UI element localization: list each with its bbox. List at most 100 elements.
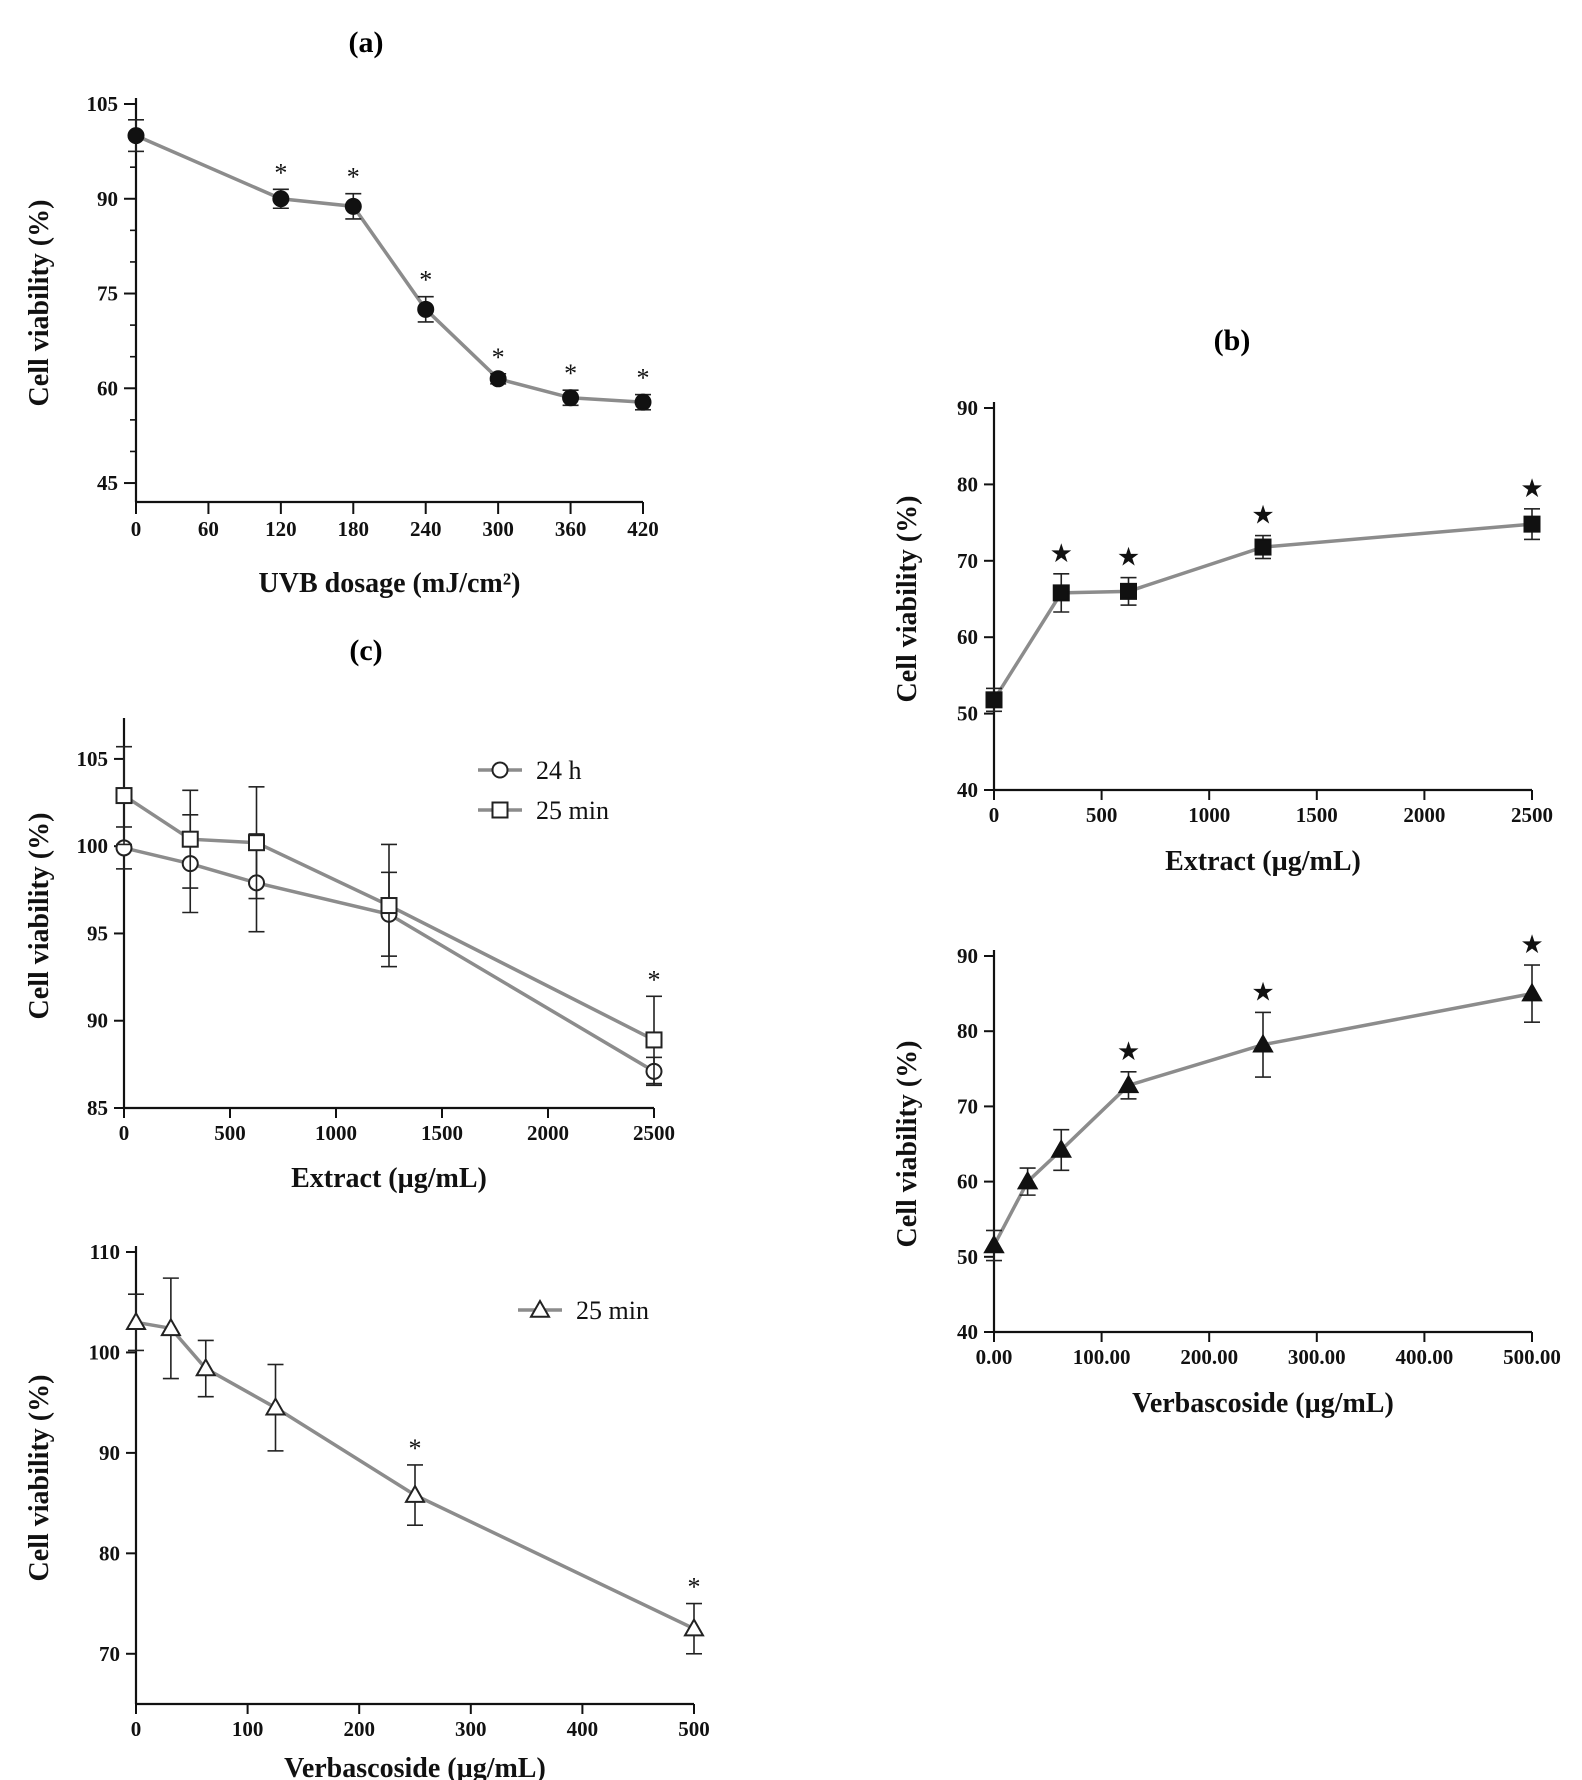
y-tick-label: 40 (957, 778, 978, 802)
data-point (489, 370, 507, 388)
significance-marker: ★ (1520, 930, 1543, 960)
y-axis-title: Cell viability (%) (24, 1375, 55, 1582)
significance-marker: ★ (1117, 1037, 1140, 1067)
x-tick-label: 500 (678, 1717, 710, 1741)
x-tick-label: 100.00 (1073, 1345, 1131, 1369)
data-point (160, 1317, 182, 1337)
data-point (645, 1031, 663, 1049)
significance-marker: ★ (1520, 474, 1543, 504)
y-tick-label: 90 (957, 396, 978, 420)
data-point (404, 1484, 426, 1503)
y-tick-label: 70 (99, 1642, 120, 1666)
x-tick-label: 2500 (1511, 803, 1553, 827)
y-axis-title: Cell viability (%) (892, 1041, 923, 1248)
x-tick-label: 0 (131, 1717, 142, 1741)
data-point (115, 787, 133, 805)
y-tick-label: 85 (87, 1096, 108, 1120)
x-tick-label: 120 (265, 517, 297, 541)
data-point (562, 389, 580, 407)
data-point (181, 830, 199, 848)
y-tick-label: 95 (87, 921, 108, 945)
significance-marker: * (637, 364, 650, 393)
x-axis-title: Extract (µg/mL) (1165, 846, 1361, 877)
x-tick-label: 0.00 (976, 1345, 1013, 1369)
data-point (272, 190, 290, 208)
significance-marker: * (409, 1434, 422, 1463)
x-tick-label: 400.00 (1396, 1345, 1454, 1369)
y-tick-label: 100 (77, 834, 109, 858)
x-tick-label: 300.00 (1288, 1345, 1346, 1369)
x-axis-title: UVB dosage (mJ/cm²) (259, 568, 521, 599)
x-tick-label: 500 (1086, 803, 1118, 827)
x-tick-label: 1000 (315, 1121, 357, 1145)
series-line (992, 991, 1533, 1247)
significance-marker: * (564, 359, 577, 388)
x-tick-label: 240 (410, 517, 442, 541)
significance-marker: ★ (1117, 543, 1140, 573)
x-tick-label: 200.00 (1180, 1345, 1238, 1369)
x-tick-label: 100 (232, 1717, 264, 1741)
y-tick-label: 90 (99, 1441, 120, 1465)
legend-label: 25 min (536, 796, 609, 825)
x-tick-label: 300 (455, 1717, 487, 1741)
y-tick-label: 75 (97, 282, 118, 306)
y-tick-label: 90 (957, 944, 978, 968)
y-tick-label: 90 (87, 1009, 108, 1033)
x-tick-label: 1500 (1296, 803, 1338, 827)
data-point (127, 127, 145, 145)
data-point (344, 197, 362, 215)
data-point (1120, 582, 1137, 600)
chart-extract-b: 0 500 1000 1500 2000 2500 40 50 60 70 80 90 Extract … (892, 396, 1553, 877)
legend-label: 25 min (576, 1296, 649, 1325)
chart-verbascoside-c: 0 100 200 300 400 500 70 80 90 100 110 Verbascoside… (24, 1240, 710, 1780)
data-point (1521, 982, 1543, 1002)
y-tick-label: 70 (957, 549, 978, 573)
significance-marker: * (648, 965, 661, 994)
series-line (135, 1320, 695, 1631)
data-point (1523, 515, 1541, 533)
y-tick-label: 45 (97, 471, 118, 495)
x-tick-label: 60 (198, 517, 219, 541)
significance-marker: * (419, 266, 432, 295)
data-point (634, 393, 652, 411)
significance-marker: ★ (1251, 977, 1274, 1007)
x-tick-label: 420 (627, 517, 659, 541)
legend-label: 24 h (536, 756, 582, 785)
significance-marker: * (688, 1573, 701, 1602)
data-point (248, 834, 265, 852)
significance-marker: * (347, 163, 360, 192)
data-point (1254, 538, 1272, 556)
y-tick-label: 105 (77, 747, 109, 771)
significance-marker: ★ (1050, 539, 1073, 569)
legend-marker (491, 761, 509, 779)
data-point (1050, 1139, 1072, 1158)
data-point (1117, 1074, 1140, 1094)
x-tick-label: 1000 (1188, 803, 1230, 827)
x-tick-label: 360 (555, 517, 587, 541)
data-point (417, 300, 435, 318)
x-tick-label: 2000 (527, 1121, 569, 1145)
data-point (195, 1357, 217, 1377)
y-tick-label: 105 (87, 92, 119, 116)
y-tick-label: 80 (957, 472, 978, 496)
legend-marker (529, 1298, 551, 1318)
y-axis-title: Cell viability (%) (24, 200, 55, 407)
x-tick-label: 500.00 (1503, 1345, 1561, 1369)
y-tick-label: 60 (957, 1170, 978, 1194)
y-tick-label: 80 (99, 1541, 120, 1565)
legend-marker (491, 801, 509, 819)
significance-marker: ★ (1251, 501, 1274, 531)
panel-label-c: (c) (349, 634, 382, 667)
x-axis-title: Verbascoside (µg/mL) (284, 1753, 546, 1780)
panel-label-a: (a) (349, 26, 384, 59)
data-point (985, 691, 1003, 709)
chart-verbascoside-b: 0.00 100.00 200.00 300.00 400.00 500.00 40 50 60… (892, 930, 1561, 1419)
x-tick-label: 180 (338, 517, 370, 541)
x-tick-label: 1500 (421, 1121, 463, 1145)
x-tick-label: 0 (989, 803, 1000, 827)
data-point (683, 1617, 705, 1637)
x-tick-label: 2000 (1403, 803, 1445, 827)
y-tick-label: 80 (957, 1019, 978, 1043)
significance-marker: * (492, 343, 505, 372)
